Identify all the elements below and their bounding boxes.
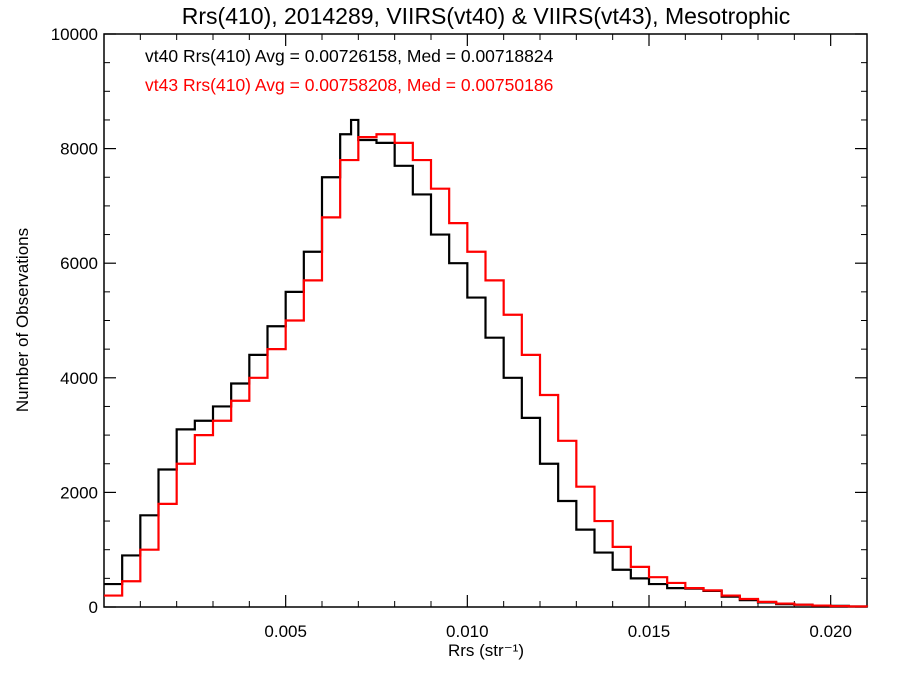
x-tick-label: 0.010 bbox=[446, 622, 489, 641]
x-tick-label: 0.015 bbox=[628, 622, 671, 641]
y-tick-label: 8000 bbox=[60, 140, 98, 159]
y-axis: 0 2000 4000 6000 8000 10000 bbox=[51, 25, 867, 617]
series-line-vt43 bbox=[104, 133, 869, 608]
series-layer bbox=[104, 118, 869, 608]
y-tick-label: 2000 bbox=[60, 483, 98, 502]
y-tick-label: 10000 bbox=[51, 25, 98, 44]
y-tick-label: 4000 bbox=[60, 369, 98, 388]
x-axis-label: Rrs (str⁻¹) bbox=[448, 641, 524, 660]
annotation-vt40: vt40 Rrs(410) Avg = 0.00726158, Med = 0.… bbox=[145, 46, 554, 66]
x-tick-label: 0.020 bbox=[809, 622, 852, 641]
chart-title: Rrs(410), 2014289, VIIRS(vt40) & VIIRS(v… bbox=[182, 3, 790, 29]
y-tick-label: 0 bbox=[89, 598, 98, 617]
y-tick-label: 6000 bbox=[60, 254, 98, 273]
annotation-vt43: vt43 Rrs(410) Avg = 0.00758208, Med = 0.… bbox=[145, 75, 553, 95]
y-axis-label: Number of Observations bbox=[13, 228, 32, 412]
x-tick-label: 0.005 bbox=[264, 622, 307, 641]
series-line-vt40 bbox=[104, 118, 867, 608]
